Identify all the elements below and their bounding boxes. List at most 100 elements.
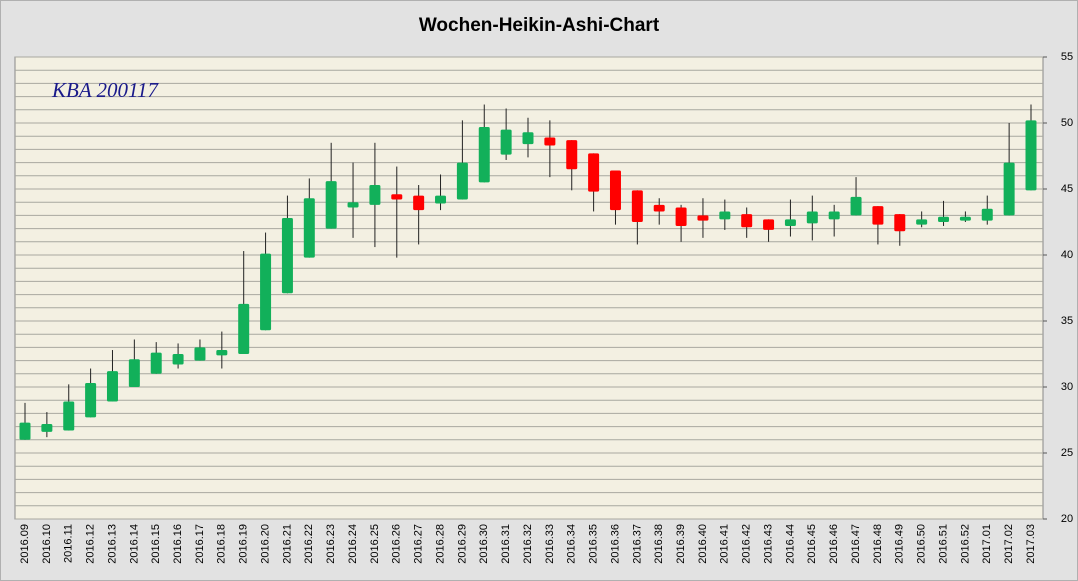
- x-tick-label: 2016.12: [85, 524, 97, 564]
- candle-body: [522, 132, 534, 145]
- x-tick-label: 2016.29: [456, 524, 468, 564]
- x-tick-label: 2017.03: [1025, 524, 1037, 564]
- candle-body: [588, 153, 600, 192]
- y-tick-label: 35: [1061, 315, 1073, 327]
- candle-body: [500, 129, 512, 155]
- candle-body: [413, 195, 425, 211]
- x-tick-label: 2016.47: [850, 524, 862, 564]
- candle-body: [281, 218, 293, 294]
- x-tick-label: 2016.11: [63, 524, 75, 563]
- candle-body: [85, 383, 97, 418]
- x-tick-label: 2016.24: [347, 524, 359, 564]
- candle-body: [325, 181, 337, 229]
- y-tick-label: 20: [1061, 513, 1073, 525]
- candle-body: [63, 401, 75, 431]
- candle-body: [216, 350, 228, 356]
- y-tick-label: 30: [1061, 381, 1073, 393]
- x-tick-label: 2016.40: [697, 524, 709, 564]
- x-tick-label: 2016.15: [150, 524, 162, 564]
- y-tick-label: 55: [1061, 51, 1073, 63]
- candle-body: [1003, 162, 1015, 216]
- candle-body: [697, 215, 709, 221]
- candle-body: [391, 194, 403, 200]
- candle-body: [806, 211, 818, 224]
- candle-body: [303, 198, 315, 258]
- candle-body: [675, 207, 687, 226]
- x-tick-label: 2016.13: [106, 524, 118, 564]
- x-tick-label: 2016.22: [303, 524, 315, 564]
- x-tick-label: 2016.10: [41, 524, 53, 564]
- candle-body: [850, 196, 862, 216]
- candle-body: [106, 371, 118, 402]
- candle-body: [478, 126, 490, 183]
- candle-body: [938, 216, 950, 222]
- y-tick-label: 40: [1061, 249, 1073, 261]
- annotation: KBA 200117: [51, 78, 159, 102]
- x-tick-label: 2016.28: [434, 524, 446, 564]
- x-tick-label: 2016.52: [959, 524, 971, 564]
- x-tick-label: 2016.26: [391, 524, 403, 564]
- candle-body: [609, 170, 621, 211]
- candle-body: [631, 190, 643, 222]
- x-tick-label: 2016.44: [784, 524, 796, 564]
- candle-body: [959, 216, 971, 221]
- x-tick-label: 2016.09: [19, 524, 31, 564]
- y-tick-label: 50: [1061, 117, 1073, 129]
- x-tick-label: 2016.19: [238, 524, 250, 564]
- candle-body: [828, 211, 840, 220]
- x-tick-label: 2016.25: [369, 524, 381, 564]
- x-tick-label: 2016.36: [609, 524, 621, 564]
- candle-body: [784, 219, 796, 226]
- x-tick-label: 2016.35: [588, 524, 600, 564]
- x-tick-label: 2017.01: [981, 524, 993, 564]
- x-tick-label: 2016.33: [544, 524, 556, 564]
- candle-body: [435, 195, 447, 204]
- x-tick-label: 2016.32: [522, 524, 534, 564]
- x-tick-label: 2016.51: [937, 524, 949, 564]
- chart-title: Wochen-Heikin-Ashi-Chart: [419, 15, 660, 36]
- candle-body: [719, 211, 731, 220]
- x-tick-label: 2016.18: [216, 524, 228, 564]
- candle-body: [150, 352, 162, 374]
- candle-body: [566, 140, 578, 170]
- x-tick-label: 2016.45: [806, 524, 818, 564]
- x-tick-label: 2016.39: [675, 524, 687, 564]
- x-tick-label: 2016.43: [762, 524, 774, 564]
- plot-area: [14, 56, 1044, 520]
- x-tick-label: 2016.23: [325, 524, 337, 564]
- x-tick-label: 2016.31: [500, 524, 512, 564]
- candle-body: [238, 303, 250, 354]
- candle-body: [369, 185, 381, 205]
- candle-body: [260, 253, 272, 331]
- x-tick-label: 2016.21: [281, 524, 293, 564]
- candle-body: [1025, 120, 1037, 191]
- candle-body: [456, 162, 468, 200]
- x-tick-label: 2016.41: [719, 524, 731, 564]
- x-tick-label: 2016.20: [259, 524, 271, 564]
- candle-body: [194, 347, 206, 361]
- candle-body: [19, 422, 31, 440]
- x-tick-label: 2016.48: [872, 524, 884, 564]
- candle-body: [872, 206, 884, 225]
- x-tick-label: 2016.42: [741, 524, 753, 564]
- x-tick-label: 2017.02: [1003, 524, 1015, 564]
- candle-body: [172, 354, 184, 365]
- candle-body: [894, 214, 906, 232]
- y-tick-label: 25: [1061, 447, 1073, 459]
- candle-body: [653, 204, 665, 212]
- candle-body: [41, 423, 53, 432]
- x-tick-label: 2016.34: [566, 524, 578, 564]
- x-tick-label: 2016.16: [172, 524, 184, 564]
- x-tick-label: 2016.49: [894, 524, 906, 564]
- candle-body: [544, 137, 556, 146]
- x-tick-label: 2016.50: [916, 524, 928, 564]
- x-tick-label: 2016.27: [413, 524, 425, 564]
- x-tick-label: 2016.14: [128, 524, 140, 564]
- x-tick-label: 2016.38: [653, 524, 665, 564]
- candle-body: [128, 359, 140, 387]
- x-tick-label: 2016.30: [478, 524, 490, 564]
- candle-body: [981, 208, 993, 221]
- candle-body: [347, 202, 359, 208]
- y-tick-label: 45: [1061, 183, 1073, 195]
